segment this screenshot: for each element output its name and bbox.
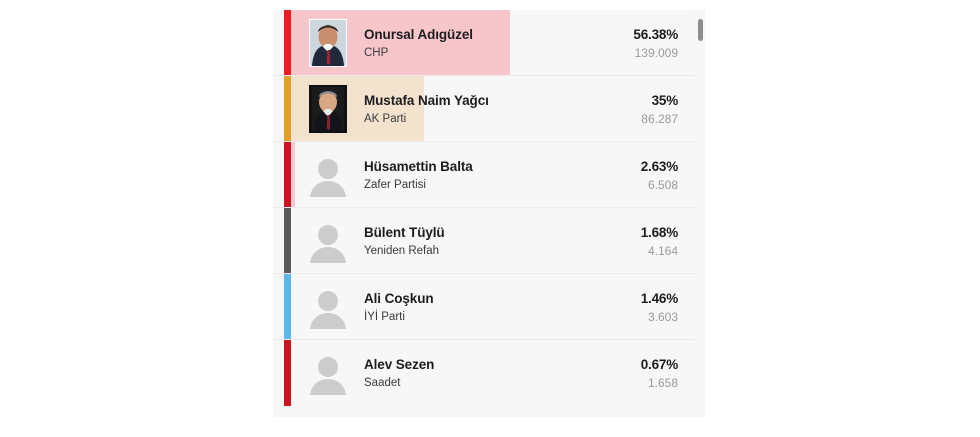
vote-percent: 56.38% xyxy=(633,26,678,42)
party-color-stripe xyxy=(284,10,291,75)
result-row[interactable]: Alev Sezen Saadet 0.67% 1.658 xyxy=(273,340,697,406)
vote-percent: 2.63% xyxy=(640,158,678,174)
candidate-name: Ali Coşkun xyxy=(364,290,434,306)
party-color-stripe xyxy=(284,142,291,207)
vote-percent: 0.67% xyxy=(640,356,678,372)
candidate-info: Onursal Adıgüzel CHP xyxy=(364,26,633,61)
result-figures: 1.46% 3.603 xyxy=(641,290,697,325)
vote-count: 139.009 xyxy=(634,45,678,60)
result-bar-fill xyxy=(284,76,424,141)
result-figures: 0.67% 1.658 xyxy=(641,356,697,391)
candidate-info: Alev Sezen Saadet xyxy=(364,356,641,391)
party-color-stripe xyxy=(284,208,291,273)
party-name: AK Parti xyxy=(364,112,407,125)
candidate-name: Bülent Tüylü xyxy=(364,224,445,240)
party-name: CHP xyxy=(364,46,389,59)
candidate-avatar xyxy=(309,85,347,133)
candidate-info: Ali Coşkun İYİ Parti xyxy=(364,290,641,325)
candidate-avatar xyxy=(309,217,347,265)
vote-count: 6.508 xyxy=(647,177,678,192)
result-figures: 56.38% 139.009 xyxy=(633,26,697,61)
party-color-stripe xyxy=(284,274,291,339)
candidate-name: Alev Sezen xyxy=(364,356,435,372)
candidate-avatar xyxy=(309,349,347,397)
party-name: Saadet xyxy=(364,376,401,389)
vote-count: 4.164 xyxy=(647,243,678,258)
result-row[interactable]: Hüsamettin Balta Zafer Partisi 2.63% 6.508 xyxy=(273,142,697,208)
result-row[interactable]: Onursal Adıgüzel CHP 56.38% 139.009 xyxy=(273,10,697,76)
result-figures: 1.68% 4.164 xyxy=(641,224,697,259)
results-list: Onursal Adıgüzel CHP 56.38% 139.009 Mustafa … xyxy=(273,10,697,406)
vote-percent: 1.46% xyxy=(640,290,678,306)
result-row[interactable]: Bülent Tüylü Yeniden Refah 1.68% 4.164 xyxy=(273,208,697,274)
candidate-info: Mustafa Naim Yağcı AK Parti xyxy=(364,92,641,127)
result-row[interactable]: Mustafa Naim Yağcı AK Parti 35% 86.287 xyxy=(273,76,697,142)
candidate-name: Hüsamettin Balta xyxy=(364,158,473,174)
vertical-scrollbar[interactable] xyxy=(695,10,705,417)
party-name: Zafer Partisi xyxy=(364,178,426,191)
candidate-avatar xyxy=(309,19,347,67)
party-color-stripe xyxy=(284,76,291,141)
candidate-avatar xyxy=(309,151,347,199)
result-figures: 35% 86.287 xyxy=(641,92,697,127)
election-results-card: Onursal Adıgüzel CHP 56.38% 139.009 Mustafa … xyxy=(273,10,705,417)
candidate-info: Hüsamettin Balta Zafer Partisi xyxy=(364,158,641,193)
vote-count: 3.603 xyxy=(647,309,678,324)
party-name: İYİ Parti xyxy=(364,310,405,323)
candidate-info: Bülent Tüylü Yeniden Refah xyxy=(364,224,641,259)
candidate-name: Mustafa Naim Yağcı xyxy=(364,92,489,108)
candidate-avatar xyxy=(309,283,347,331)
vote-percent: 35% xyxy=(651,92,679,108)
result-row[interactable]: Ali Coşkun İYİ Parti 1.46% 3.603 xyxy=(273,274,697,340)
vote-count: 1.658 xyxy=(647,375,678,390)
party-name: Yeniden Refah xyxy=(364,244,440,257)
party-color-stripe xyxy=(284,340,291,406)
result-figures: 2.63% 6.508 xyxy=(641,158,697,193)
candidate-name: Onursal Adıgüzel xyxy=(364,26,473,42)
scrollbar-thumb[interactable] xyxy=(698,19,703,41)
vote-percent: 1.68% xyxy=(640,224,678,240)
vote-count: 86.287 xyxy=(641,111,678,126)
